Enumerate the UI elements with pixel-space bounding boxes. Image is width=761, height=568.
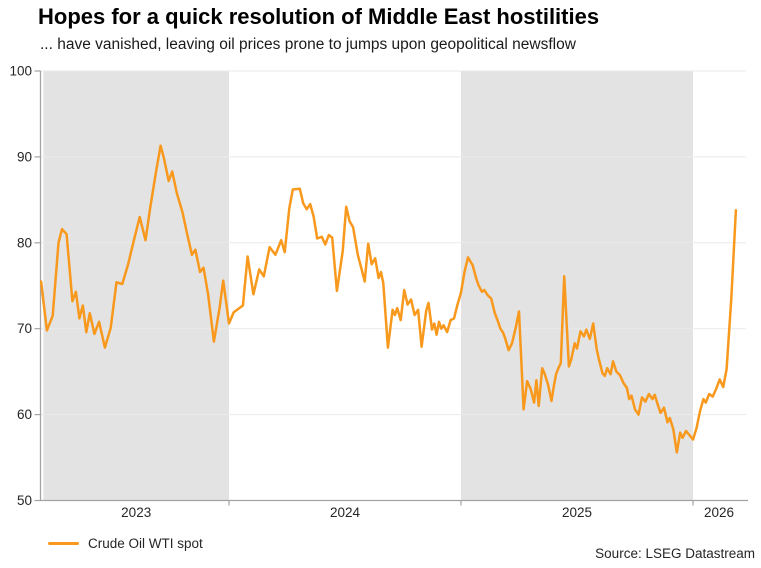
x-year-label: 2023 [121, 505, 151, 520]
x-year-label: 2024 [330, 505, 361, 520]
year-shading-band [461, 71, 693, 501]
chart-title: Hopes for a quick resolution of Middle E… [38, 4, 600, 29]
legend-label: Crude Oil WTI spot [88, 536, 203, 551]
y-tick-label: 90 [17, 149, 32, 164]
y-tick-label: 60 [17, 407, 32, 422]
chart-subtitle: ... have vanished, leaving oil prices pr… [40, 36, 576, 53]
y-tick-label: 70 [17, 321, 32, 336]
price-line-series [39, 144, 738, 454]
y-tick-label: 50 [17, 493, 32, 508]
x-year-label: 2025 [562, 505, 592, 520]
y-tick-label: 100 [9, 64, 32, 79]
legend: Crude Oil WTI spot [48, 536, 203, 551]
x-year-label: 2026 [704, 505, 734, 520]
legend-line-swatch [48, 542, 79, 545]
source-attribution: Source: LSEG Datastream [595, 546, 755, 561]
y-tick-label: 80 [17, 235, 32, 250]
year-shading-band [43, 71, 230, 501]
